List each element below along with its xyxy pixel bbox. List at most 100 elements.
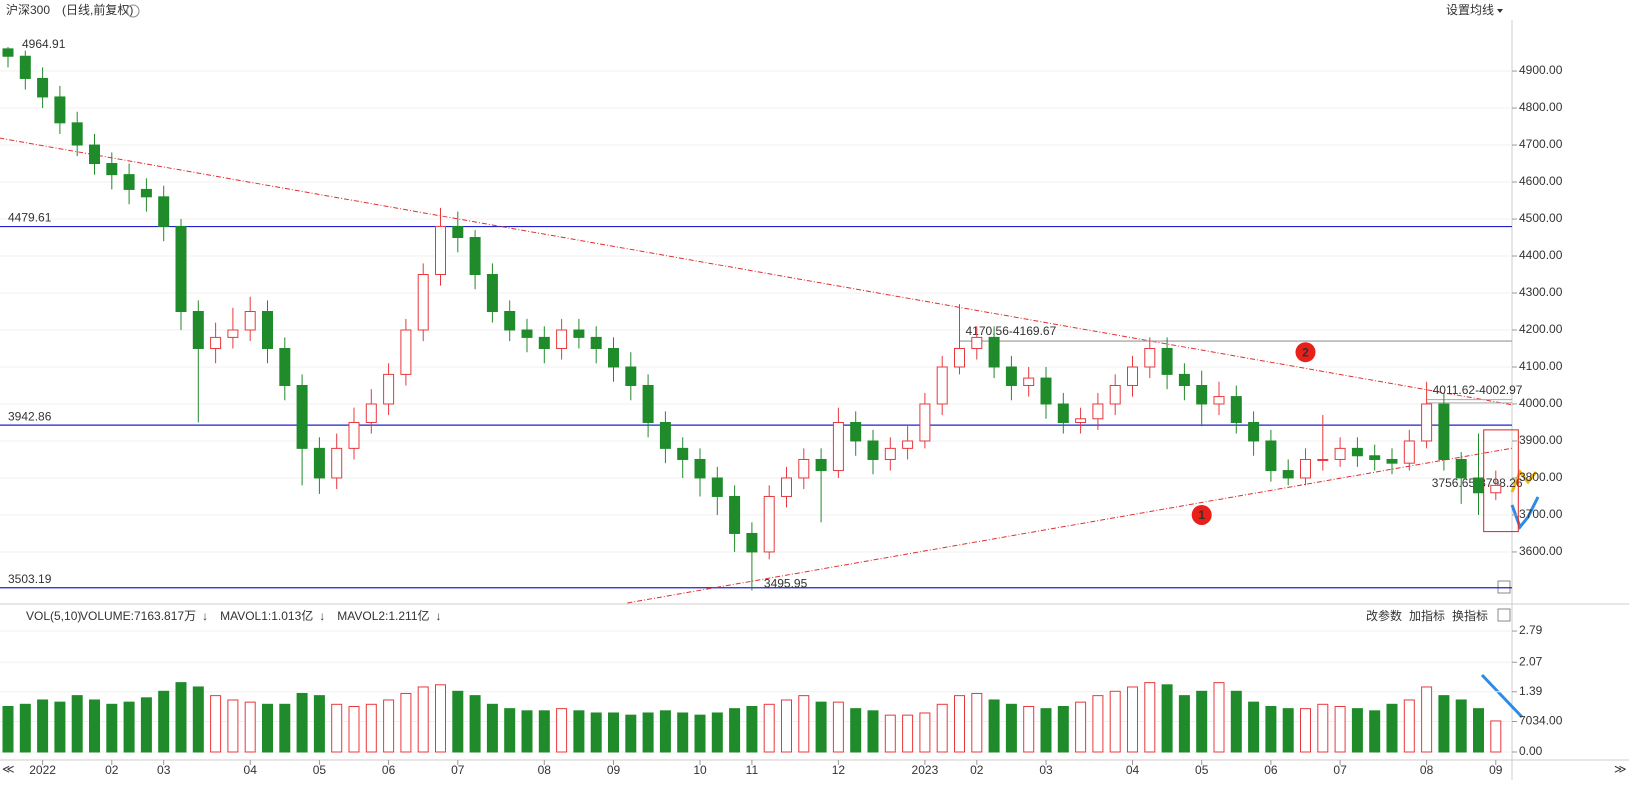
y-tick-label: 4400.00: [1519, 248, 1563, 262]
volume-bar: [746, 705, 758, 753]
candle-body: [573, 329, 585, 338]
candle-body: [677, 447, 689, 460]
candle-body: [850, 421, 862, 442]
candle-body: [1334, 447, 1346, 460]
volume-bar: [71, 695, 83, 753]
volume-bar: [89, 699, 100, 753]
volume-bar: [469, 695, 481, 753]
x-tick-label: 05: [313, 763, 327, 777]
arrow: [1510, 469, 1538, 493]
volume-bar: [729, 708, 741, 753]
volume-bar: [140, 697, 152, 753]
candle-body: [1403, 440, 1415, 464]
volume-bar: [1300, 708, 1311, 753]
candle-body: [556, 329, 568, 349]
volume-bar: [781, 699, 792, 753]
volume-bar: [365, 703, 377, 753]
volume-bar: [1369, 710, 1381, 753]
candle-body: [435, 225, 446, 276]
volume-bar: [435, 684, 446, 753]
volume-bar: [590, 712, 602, 753]
candle-body: [1161, 347, 1173, 375]
volume-bar: [711, 712, 723, 753]
volume-bar: [521, 710, 533, 753]
candle-body: [296, 384, 308, 449]
indicator-button[interactable]: 换指标: [1452, 608, 1488, 623]
settings-button[interactable]: 设置均线: [1446, 3, 1494, 17]
volume-bar: [573, 710, 585, 753]
candle-body: [798, 458, 810, 479]
volume-bar: [1127, 686, 1138, 753]
candle-body: [608, 347, 619, 368]
volume-bar: [867, 710, 879, 753]
y-tick-label: 3900.00: [1519, 433, 1563, 447]
y-tick-label: 4700.00: [1519, 137, 1563, 151]
volume-bar: [383, 699, 395, 753]
volume-bar: [936, 703, 948, 753]
y-tick-label: 3700.00: [1519, 507, 1563, 521]
scroll-right[interactable]: ≫: [1614, 762, 1627, 776]
indicator-button[interactable]: 加指标: [1409, 608, 1445, 623]
x-tick-label: 10: [693, 763, 707, 777]
candle-body: [1473, 477, 1484, 494]
volume-bar: [798, 695, 810, 753]
volume-bar: [192, 686, 204, 753]
y-tick-label: 4800.00: [1519, 100, 1563, 114]
volume-bar: [1490, 720, 1502, 753]
y-tick-label: 2.07: [1519, 654, 1543, 668]
candle-body: [1196, 384, 1208, 405]
candle-body: [642, 384, 654, 423]
volume-bar: [1438, 695, 1450, 753]
candle-body: [262, 311, 273, 349]
y-tick-label: 4600.00: [1519, 174, 1563, 188]
candle-body: [123, 174, 135, 190]
volume-bar: [1265, 705, 1277, 753]
y-tick-label: 4200.00: [1519, 322, 1563, 336]
x-tick-label: 2023: [912, 763, 939, 777]
volume-bar: [1023, 705, 1035, 753]
y-tick-label: 0.00: [1519, 744, 1543, 758]
indicator-button[interactable]: 改参数: [1366, 608, 1402, 623]
volume-bar: [694, 714, 706, 753]
candle-body: [486, 274, 498, 313]
x-tick-label: 03: [157, 763, 171, 777]
candle-body: [279, 347, 291, 386]
candle-body: [365, 403, 377, 423]
candle-body: [988, 336, 1000, 368]
candle-body: [694, 458, 706, 479]
candle-body: [400, 329, 412, 375]
candle-body: [348, 421, 360, 449]
close-button[interactable]: [1497, 580, 1511, 594]
highlight-box: [1483, 429, 1519, 533]
scroll-left[interactable]: ≪: [2, 762, 15, 776]
candle-body: [37, 77, 49, 98]
candle-body: [1092, 403, 1104, 420]
h-line-label: 4479.61: [8, 211, 52, 225]
candle-body: [210, 336, 222, 349]
marker-label: 2: [1302, 345, 1309, 359]
volume-bar: [884, 714, 896, 753]
candle-body: [1178, 373, 1190, 386]
volume-bar: [1075, 701, 1087, 753]
settings-icon[interactable]: [126, 4, 140, 18]
candle-body: [1057, 403, 1069, 423]
y-tick-label: 7034.00: [1519, 714, 1563, 728]
arrow: [1510, 496, 1540, 531]
x-tick-label: 12: [832, 763, 846, 777]
candle-body: [1438, 403, 1450, 460]
close-button[interactable]: [1497, 608, 1511, 622]
h-line-label: 3503.19: [8, 572, 52, 586]
chart-title: 沪深300: [6, 3, 50, 17]
volume-bar: [1161, 684, 1173, 753]
candle-body: [1075, 418, 1087, 423]
volume-bar: [902, 714, 914, 753]
candle-body: [729, 495, 741, 534]
y-tick-label: 3800.00: [1519, 470, 1563, 484]
max-label: 4964.91: [22, 37, 66, 51]
candle-body: [1282, 470, 1294, 479]
x-tick-label: 06: [382, 763, 396, 777]
candle-body: [902, 440, 914, 449]
volume-bar: [1317, 703, 1329, 753]
candle-body: [1421, 403, 1433, 442]
